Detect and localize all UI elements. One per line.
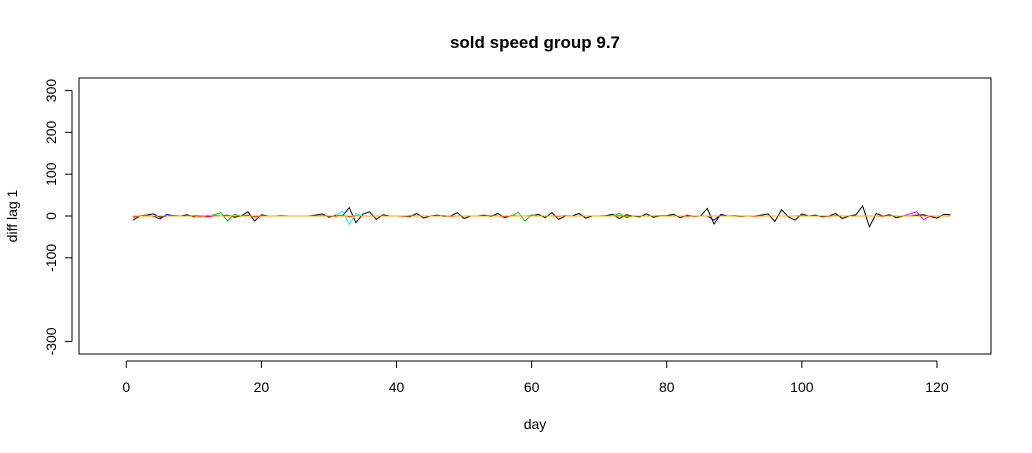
x-tick-label: 20 xyxy=(254,379,270,395)
x-tick-label: 100 xyxy=(790,379,814,395)
x-tick-label: 40 xyxy=(389,379,405,395)
chart-title: sold speed group 9.7 xyxy=(450,33,620,52)
y-axis: -300 -100 0 100 200 300 xyxy=(43,79,73,355)
series-line-4 xyxy=(133,213,951,221)
x-tick-label: 80 xyxy=(659,379,675,395)
x-axis: 0 20 40 60 80 100 120 xyxy=(122,360,949,395)
y-tick-label: 200 xyxy=(43,120,59,144)
y-axis-label: diff lag 1 xyxy=(4,189,20,242)
y-tick-label: -300 xyxy=(43,327,59,355)
series-line-5 xyxy=(133,210,951,226)
x-tick-label: 60 xyxy=(524,379,540,395)
y-tick-label: 0 xyxy=(43,212,59,220)
y-tick-label: -100 xyxy=(43,244,59,272)
x-tick-label: 0 xyxy=(122,379,130,395)
x-axis-label: day xyxy=(524,416,547,432)
series-line-7 xyxy=(133,214,951,218)
y-tick-label: 300 xyxy=(43,79,59,103)
y-tick-label: 100 xyxy=(43,162,59,186)
plot-frame xyxy=(78,77,992,355)
series-group xyxy=(132,204,951,229)
x-tick-label: 120 xyxy=(925,379,949,395)
